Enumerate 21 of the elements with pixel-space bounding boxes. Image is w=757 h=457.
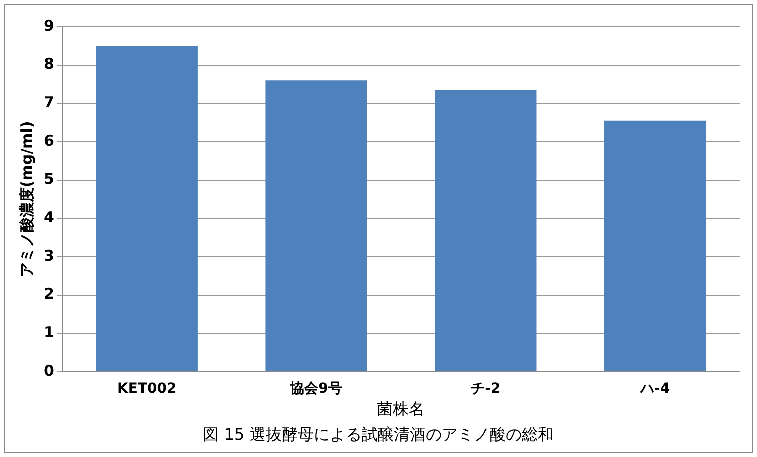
y-tick-label: 4 (44, 208, 54, 227)
y-tick-label: 3 (44, 246, 54, 265)
x-axis-title: 菌株名 (377, 400, 426, 419)
bar (435, 90, 537, 372)
bar (604, 120, 706, 372)
y-tick-label: 1 (44, 324, 54, 342)
y-tick-label: 7 (44, 94, 54, 112)
y-tick-label: 8 (44, 55, 54, 74)
y-tick-label: 9 (44, 16, 54, 35)
x-tick-label: ハ-4 (640, 381, 670, 398)
bar (96, 46, 198, 372)
caption: 図 15 選抜酵母による試醸清酒のアミノ酸の総和 (202, 425, 555, 446)
y-tick-label: 2 (44, 285, 54, 304)
y-tick-label: 0 (44, 362, 54, 380)
x-tick-label: 協会9号 (290, 381, 342, 398)
y-axis-title: アミノ酸濃度(mg/ml) (18, 121, 36, 278)
y-tick-label: 6 (44, 132, 54, 150)
x-tick-label: チ-2 (471, 381, 501, 398)
bar (266, 80, 368, 372)
x-tick-label: KET002 (118, 381, 177, 398)
y-tick-label: 5 (44, 170, 54, 188)
